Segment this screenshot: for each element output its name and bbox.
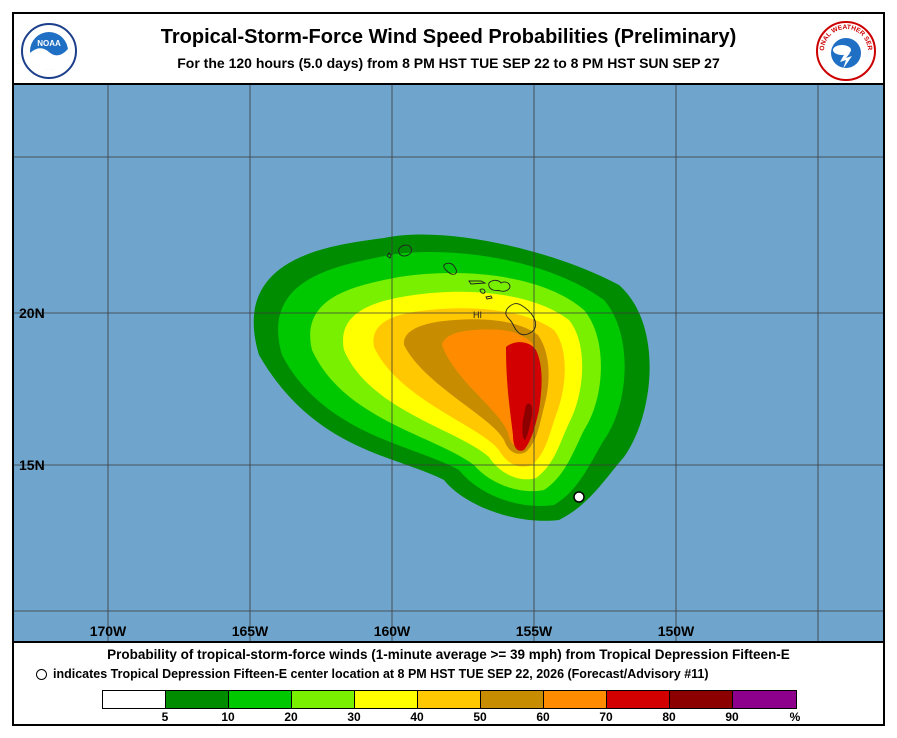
header: NOAA Tropical-Storm-Force Wind Speed Pro…: [14, 14, 883, 83]
latitude-labels: 20N 15N: [19, 305, 45, 473]
legend-label: 60: [536, 710, 550, 724]
probability-description: Probability of tropical-storm-force wind…: [107, 647, 790, 662]
storm-center-marker: [573, 491, 585, 503]
lat-label-20n: 20N: [19, 305, 45, 321]
legend-label: 50: [473, 710, 487, 724]
legend-swatch: [733, 691, 796, 708]
legend-label: 40: [410, 710, 424, 724]
map-subtitle: For the 120 hours (5.0 days) from 8 PM H…: [177, 55, 720, 71]
center-location-note: indicates Tropical Depression Fifteen-E …: [36, 667, 709, 681]
legend-swatch: [544, 691, 607, 708]
map-title: Tropical-Storm-Force Wind Speed Probabil…: [160, 26, 737, 48]
national-weather-service-logo-icon: NATIONAL WEATHER SERVICE: [815, 20, 876, 81]
island-hawaii: [505, 303, 537, 336]
open-circle-icon: [36, 668, 47, 680]
lon-label-160w: 160W: [374, 623, 411, 639]
legend-label: 10: [221, 710, 235, 724]
island-niihau: [386, 252, 392, 259]
prob-band-70-80: [506, 342, 542, 451]
lon-label-155w: 155W: [516, 623, 553, 639]
legend-label: %: [789, 710, 801, 724]
footer: Probability of tropical-storm-force wind…: [14, 643, 883, 724]
legend-swatch: [670, 691, 733, 708]
island-lanai: [479, 288, 486, 294]
legend-swatch: [229, 691, 292, 708]
probability-color-scale: [102, 690, 797, 709]
island-kauai: [398, 244, 412, 257]
legend-label: 80: [662, 710, 676, 724]
longitude-labels: 170W 165W 160W 155W 150W: [90, 623, 695, 639]
center-location-text: indicates Tropical Depression Fifteen-E …: [53, 667, 709, 681]
lon-label-170w: 170W: [90, 623, 127, 639]
prob-band-80-90: [522, 403, 533, 440]
legend-label: 90: [725, 710, 739, 724]
graticule: [14, 85, 883, 641]
legend-label: 5: [161, 710, 169, 724]
noaa-logo-text: NOAA: [37, 39, 61, 48]
legend-swatch: [418, 691, 481, 708]
legend-label: 20: [284, 710, 298, 724]
island-molokai: [468, 280, 487, 285]
probability-scale-labels: 5 10 20 30 40 50 60 70 80 90%: [102, 710, 822, 724]
island-oahu: [443, 262, 457, 275]
hawaiian-islands: [386, 244, 537, 336]
map-frame: NOAA Tropical-Storm-Force Wind Speed Pro…: [12, 12, 885, 726]
noaa-logo-icon: NOAA: [21, 23, 77, 79]
island-maui: [488, 279, 511, 292]
legend-swatch: [607, 691, 670, 708]
lon-label-165w: 165W: [232, 623, 269, 639]
lon-label-150w: 150W: [658, 623, 695, 639]
state-label-hi: HI: [473, 310, 482, 320]
probability-map: HI 170W 165W 160W 155W 150W 20N 15N: [14, 83, 883, 643]
legend-label: 30: [347, 710, 361, 724]
island-kahoolawe: [485, 295, 493, 300]
legend-swatch: [103, 691, 166, 708]
legend-swatch: [292, 691, 355, 708]
legend-swatch: [166, 691, 229, 708]
legend-swatch: [355, 691, 418, 708]
legend-swatch: [481, 691, 544, 708]
legend-label: 70: [599, 710, 613, 724]
probability-swath: [253, 234, 650, 521]
lat-label-15n: 15N: [19, 457, 45, 473]
